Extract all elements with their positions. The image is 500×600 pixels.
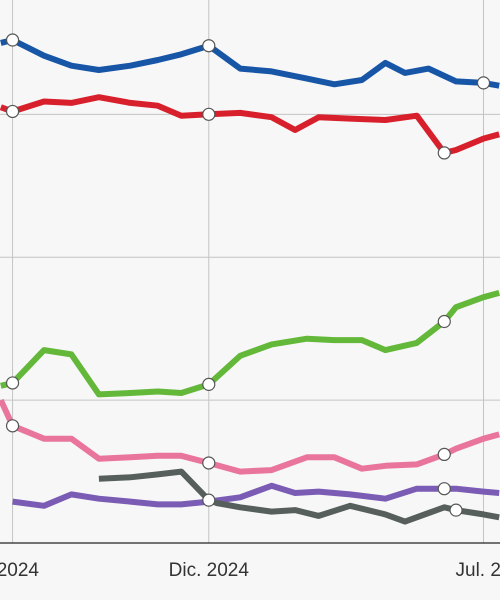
series-0-marker-0[interactable] (5, 33, 20, 47)
series-2-marker-1[interactable] (202, 377, 216, 391)
series-line-5 (98, 468, 500, 525)
series-3-marker-1[interactable] (202, 456, 216, 470)
series-1-marker-0[interactable] (5, 104, 20, 119)
series-2-marker-0[interactable] (5, 376, 20, 390)
series-line-3 (0, 398, 500, 475)
x-tick-label-1: Dic. 2024 (169, 560, 250, 581)
series-1-marker-2[interactable] (437, 146, 451, 160)
series-3-marker-0[interactable] (5, 419, 20, 433)
series-lines (0, 37, 500, 525)
x-tick-label-0: . 2024 (0, 560, 39, 581)
series-3-marker-2[interactable] (437, 447, 451, 462)
x-tick-label-2: Jul. 20 (456, 560, 500, 581)
series-4-marker-0[interactable] (437, 482, 451, 496)
series-5-marker-0[interactable] (202, 493, 216, 507)
series-markers (5, 33, 491, 517)
series-1-marker-1[interactable] (202, 107, 216, 121)
series-5-marker-1[interactable] (449, 503, 463, 517)
x-tick-labels: . 2024 Dic. 2024 Jul. 20 (0, 560, 500, 581)
series-0-marker-1[interactable] (202, 39, 216, 53)
series-0-marker-2[interactable] (476, 76, 491, 90)
series-line-0 (0, 37, 500, 89)
series-line-1 (0, 94, 500, 156)
series-line-4 (12, 482, 500, 509)
series-line-2 (0, 290, 500, 398)
series-2-marker-2[interactable] (437, 314, 451, 329)
